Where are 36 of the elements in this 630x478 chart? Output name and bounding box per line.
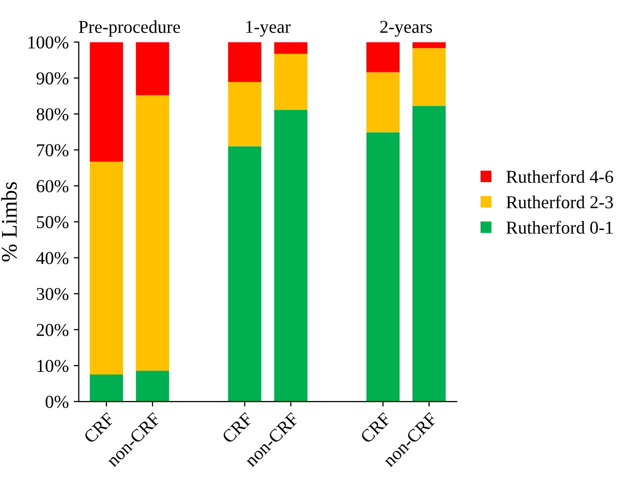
y-tick-label: 90% (36, 72, 68, 85)
bar (136, 42, 170, 96)
legend-label: Rutherford 2-3 (506, 195, 613, 208)
y-tick-label: 20% (36, 324, 68, 336)
y-tick-label: 80% (36, 108, 68, 120)
bar (90, 42, 124, 162)
legend-label: Rutherford 0-1 (506, 220, 613, 234)
legend-label: Rutherford 4-6 (506, 170, 614, 183)
y-axis-title: % Limbs (1, 182, 17, 262)
bar (136, 370, 170, 402)
bar (366, 42, 400, 72)
bar (274, 54, 308, 110)
bar (228, 146, 262, 402)
bar (274, 110, 308, 402)
y-tick-label: 0% (46, 396, 68, 408)
y-tick-label: 10% (38, 360, 68, 372)
bar (90, 162, 124, 375)
text: 2-years (380, 20, 432, 37)
bar (366, 72, 400, 132)
text: Pre-procedure (78, 20, 180, 37)
y-tick-label: 60% (36, 180, 68, 192)
bar (228, 82, 262, 146)
bar (90, 374, 124, 402)
bar (136, 95, 170, 371)
bar (274, 42, 308, 54)
text: 1-year (246, 20, 291, 37)
y-tick-label: 30% (36, 288, 68, 300)
y-tick-label: 70% (37, 144, 68, 156)
bar (412, 48, 446, 106)
bar (412, 42, 446, 48)
y-tick-label: 40% (36, 252, 68, 264)
y-tick-label: 50% (36, 216, 68, 228)
bar (228, 42, 262, 82)
bar (412, 106, 446, 402)
y-tick-label: 100% (28, 36, 68, 49)
bar (366, 132, 400, 402)
